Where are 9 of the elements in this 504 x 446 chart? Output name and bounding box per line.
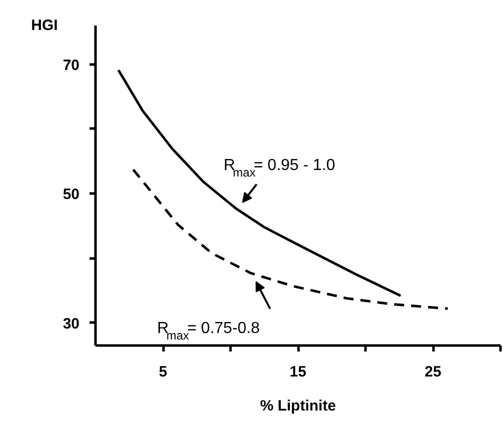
y-axis-title: HGI: [31, 17, 58, 34]
y-tick-label: 50: [62, 186, 80, 204]
x-tick-label: 25: [424, 364, 442, 380]
x-axis-title: % Liptinite: [260, 398, 336, 414]
x-tick-label: 15: [290, 364, 306, 380]
line-series: [117, 68, 402, 297]
x-tick-label: 5: [158, 364, 168, 380]
y-tick-label: 30: [62, 315, 80, 332]
y-tick-label: 70: [62, 56, 80, 74]
